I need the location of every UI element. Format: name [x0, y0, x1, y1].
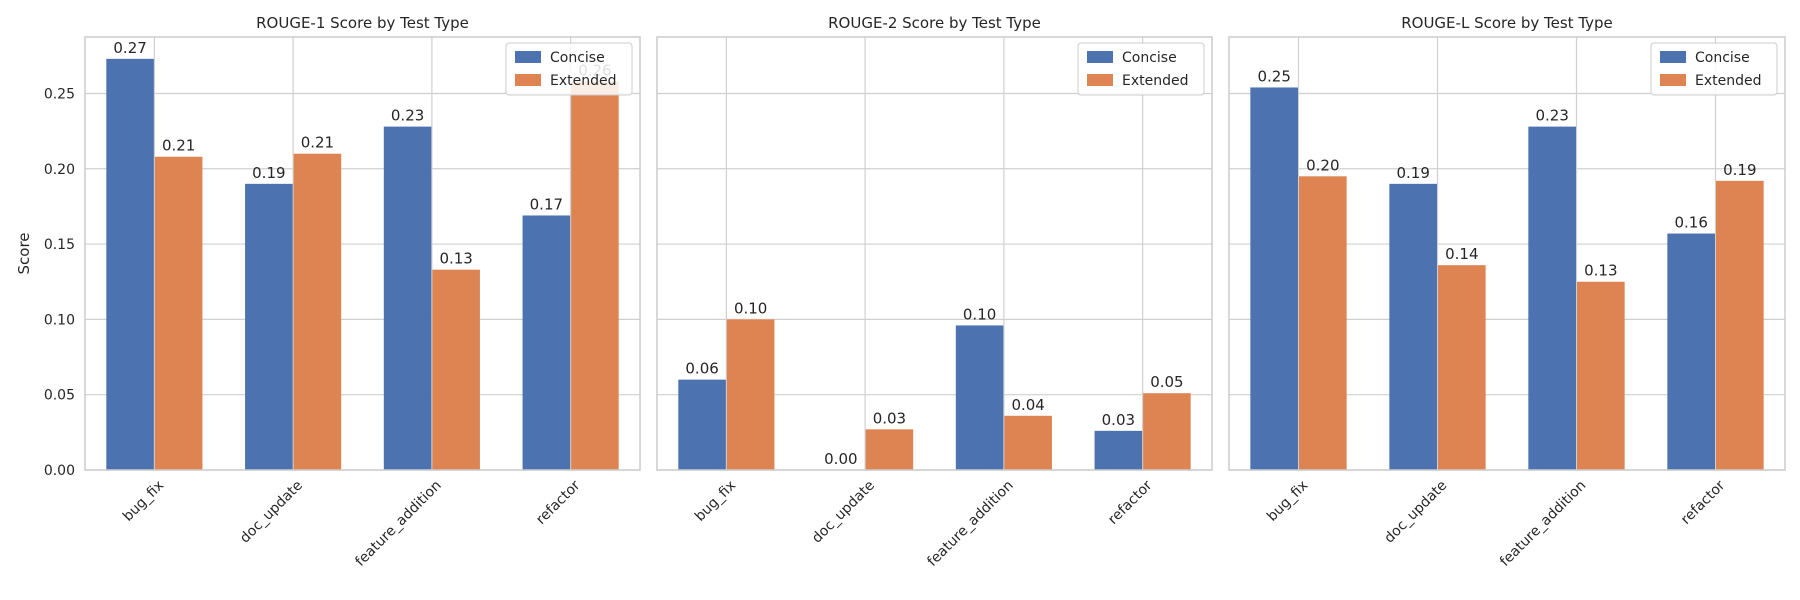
legend-label: Concise [1695, 50, 1750, 66]
data-label: 0.23 [1535, 107, 1568, 125]
x-tick-label: bug_fix [120, 478, 167, 525]
data-label: 0.25 [1257, 67, 1290, 85]
legend-label: Extended [1122, 73, 1189, 89]
data-label: 0.13 [1584, 262, 1617, 280]
x-tick-label: feature_addition [352, 478, 444, 570]
bar-extended-bug_fix [726, 319, 775, 470]
legend-swatch-concise [515, 51, 541, 63]
legend-swatch-extended [1087, 74, 1113, 86]
y-tick-label: 0.15 [44, 237, 75, 253]
bar-extended-feature_addition [1577, 281, 1625, 470]
data-label: 0.21 [301, 134, 334, 152]
data-label: 0.23 [391, 107, 424, 125]
legend: Concise Extended [1650, 42, 1778, 96]
data-label: 0.00 [824, 450, 857, 468]
bar-concise-bug_fix [1250, 87, 1298, 470]
x-tick-label: refactor [1678, 477, 1728, 527]
data-label: 0.19 [1723, 161, 1756, 179]
data-label: 0.13 [439, 250, 472, 268]
bar-concise-refactor [522, 215, 571, 470]
bar-extended-bug_fix [1299, 176, 1347, 470]
legend: Concise Extended [505, 42, 633, 96]
y-tick-label: 0.25 [44, 86, 75, 102]
legend-swatch-concise [1087, 51, 1113, 63]
data-label: 0.27 [113, 39, 146, 57]
y-tick-label: 0.05 [44, 388, 75, 404]
data-label: 0.03 [1102, 411, 1135, 429]
x-tick-label: refactor [1105, 477, 1155, 527]
chart-panel-3: 0.25 0.19 0.23 0.16 0.20 0.14 0.13 0.19 ROUGE-L … [1228, 14, 1786, 570]
chart-title: ROUGE-1 Score by Test Type [256, 14, 469, 32]
y-axis-label: Score [15, 232, 33, 274]
legend-label: Concise [1122, 50, 1177, 66]
data-label: 0.19 [1396, 164, 1429, 182]
data-label: 0.21 [162, 137, 195, 155]
x-tick-label: feature_addition [924, 478, 1016, 570]
y-tick-label: 0.20 [44, 162, 75, 178]
x-tick-label: doc_update [1381, 478, 1450, 547]
legend: Concise Extended [1077, 42, 1205, 96]
data-label: 0.10 [963, 305, 996, 323]
bar-extended-doc_update [1438, 265, 1486, 470]
bar-concise-bug_fix [678, 379, 726, 470]
legend-label: Extended [1695, 73, 1762, 89]
chart-panel-2: 0.06 0.00 0.10 0.03 0.10 0.03 0.04 0.05 ROUGE-2 … [656, 14, 1213, 570]
bar-concise-refactor [1667, 233, 1715, 470]
data-label: 0.05 [1150, 373, 1183, 391]
legend-swatch-concise [1660, 51, 1686, 63]
data-label: 0.16 [1674, 214, 1707, 232]
bar-concise-feature_addition [1528, 126, 1576, 470]
bar-concise-bug_fix [106, 58, 154, 471]
x-tick-label: doc_update [809, 478, 878, 547]
bar-extended-refactor [1143, 393, 1191, 470]
bar-extended-doc_update [865, 429, 914, 470]
legend-label: Concise [550, 50, 605, 66]
bar-concise-doc_update [1389, 183, 1437, 470]
data-label: 0.04 [1011, 396, 1044, 414]
x-tick-label: doc_update [237, 478, 306, 547]
y-tick-label: 0.10 [44, 312, 75, 328]
x-tick-label: feature_addition [1497, 478, 1589, 570]
data-label: 0.17 [530, 195, 563, 213]
bar-concise-doc_update [245, 183, 293, 470]
legend-label: Extended [550, 73, 617, 89]
legend-swatch-extended [1660, 74, 1686, 86]
plot-frame [656, 36, 1213, 471]
x-tick-label: refactor [533, 477, 583, 527]
bar-concise-refactor [1094, 430, 1143, 470]
bar-extended-bug_fix [154, 156, 203, 470]
bar-extended-feature_addition [1004, 415, 1052, 470]
data-label: 0.19 [252, 164, 285, 182]
x-tick-label: bug_fix [692, 478, 739, 525]
bar-extended-feature_addition [432, 269, 480, 470]
data-label: 0.10 [734, 299, 767, 317]
data-label: 0.14 [1445, 245, 1478, 263]
chart-panel-1: 0.270.190.230.170.210.210.130.26ROUGE-1 … [15, 14, 641, 570]
bar-concise-feature_addition [955, 325, 1004, 470]
data-label: 0.06 [685, 360, 718, 378]
data-label: 0.03 [873, 409, 906, 427]
bar-concise-feature_addition [383, 126, 432, 470]
chart-title: ROUGE-2 Score by Test Type [828, 14, 1041, 32]
y-tick-label: 0.00 [44, 463, 75, 479]
legend-swatch-extended [515, 74, 541, 86]
bar-extended-doc_update [293, 153, 342, 470]
bar-extended-refactor [1716, 180, 1764, 470]
plot-frame [84, 36, 641, 471]
chart-title: ROUGE-L Score by Test Type [1401, 14, 1613, 32]
bar-extended-refactor [571, 81, 619, 470]
data-label: 0.20 [1306, 156, 1339, 174]
plot-frame [1228, 36, 1786, 471]
x-tick-label: bug_fix [1264, 478, 1311, 525]
